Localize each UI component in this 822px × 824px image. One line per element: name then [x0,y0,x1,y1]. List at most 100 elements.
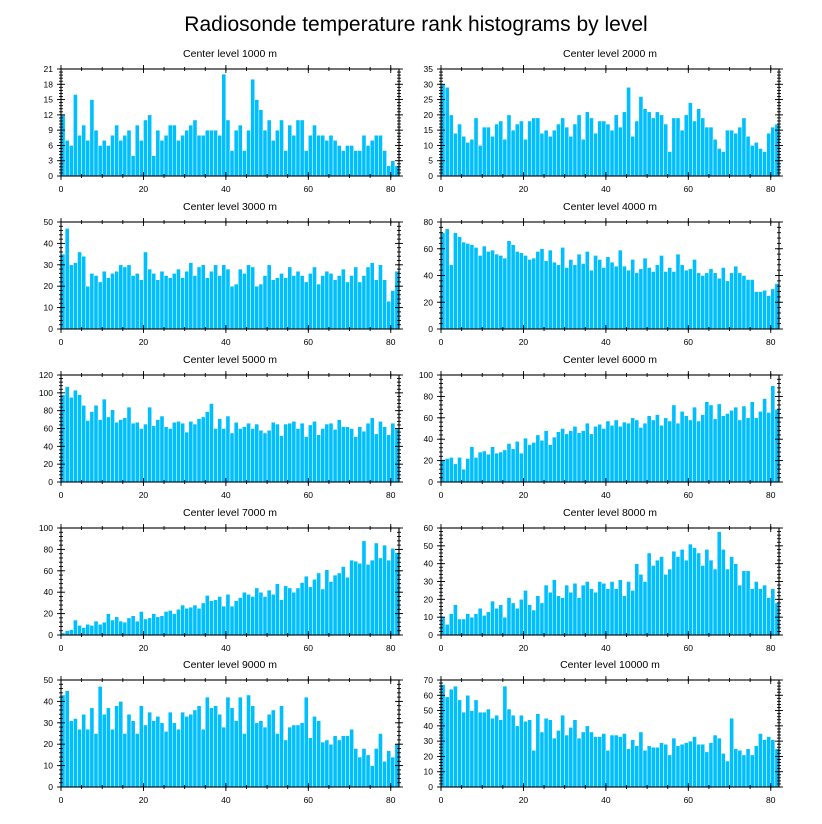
bar [262,726,268,788]
bar [200,728,206,788]
bar [64,140,70,177]
bar [535,434,541,483]
bar [349,559,354,636]
bar [547,136,553,177]
bar [378,134,383,177]
bar [461,468,466,483]
bar [700,743,706,788]
bar [667,151,673,177]
bar [572,264,578,330]
bar [390,422,396,483]
bar [85,624,91,636]
y-tick-label: 40 [44,587,54,597]
bar [361,134,367,177]
bar [155,616,161,636]
bar [758,733,763,788]
bar [605,588,611,636]
x-tick-label: 40 [601,337,611,347]
bar [254,722,260,788]
bar [477,145,483,177]
bar [754,291,759,330]
bar [506,443,512,483]
bar [646,111,652,177]
bar [270,279,276,330]
y-tick-label: 50 [424,706,434,716]
bar [353,266,359,330]
bar [609,261,615,330]
bar [167,277,173,330]
y-tick-label: 20 [424,110,434,120]
bar [258,109,264,177]
y-tick-label: 0 [48,324,53,334]
bar [506,240,512,330]
y-tick-label: 50 [44,675,54,685]
bar [378,421,383,483]
bar [514,251,520,330]
bar [683,559,689,636]
bar [481,615,487,636]
bar [552,579,557,636]
bar [514,123,520,177]
bar [543,129,549,177]
bar [382,761,387,788]
bar [357,756,363,788]
chart-panel: Center level 10000 m 0 10 20 30 40 50 60 70 0 20 40… [424,659,783,805]
bar [692,736,697,788]
bar [221,428,227,483]
bar [580,139,586,177]
bar [494,714,499,788]
bar [712,139,718,177]
bar [634,120,640,177]
bar [589,588,594,636]
chart-panel: Center level 1000 m 0 3 6 9 12 15 18 21 0 20 40 60 80 [44,48,403,194]
panel-title: Center level 5000 m [183,354,277,366]
bar [68,145,74,177]
bar [176,728,181,788]
bar [601,428,607,483]
y-tick-label: 40 [44,441,54,451]
bar [345,576,350,636]
bar [258,283,264,330]
bar [349,728,354,788]
bar [725,280,730,330]
bar [650,117,656,177]
x-tick-label: 60 [304,184,314,194]
bar [490,600,495,636]
chart-panel: Center level 7000 m 0 20 40 60 80 100 0 20 40 60 80 [39,507,403,653]
bar [266,589,272,636]
bar [155,279,161,330]
bar [122,266,128,330]
bar [519,120,524,177]
bar [312,421,317,483]
bar [733,406,739,483]
bar [453,463,458,483]
bar [585,251,590,330]
bar [502,616,508,636]
bar [597,259,603,330]
bar [688,268,693,330]
bar [213,599,218,636]
x-tick-label: 0 [439,184,444,194]
bar [597,423,603,483]
bar [754,581,759,636]
panel-title: Center level 9000 m [183,659,277,671]
bar [295,587,301,636]
x-tick-label: 20 [519,490,529,500]
bar [357,281,363,330]
bar [114,705,119,788]
bar [655,747,660,788]
y-tick-label: 35 [424,64,434,74]
y-tick-label: 0 [428,171,433,181]
bar [143,251,148,330]
bar [192,275,198,330]
y-tick-label: 10 [44,761,54,771]
bar [675,556,681,636]
y-tick-label: 80 [424,217,434,227]
y-tick-label: 60 [44,424,54,434]
bar [729,556,734,636]
bar [729,410,734,483]
bar [382,426,387,483]
bar [283,423,288,483]
bar [275,277,280,330]
bar [291,591,297,636]
